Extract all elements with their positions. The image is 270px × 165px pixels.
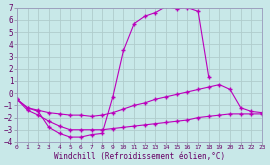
X-axis label: Windchill (Refroidissement éolien,°C): Windchill (Refroidissement éolien,°C): [54, 152, 225, 161]
